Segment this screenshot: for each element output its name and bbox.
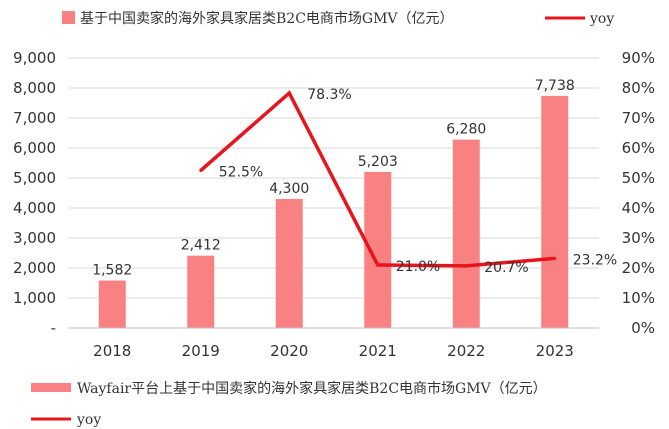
y-left-tick-label: 7,000: [13, 109, 56, 127]
legend-top-bar-label: 基于中国卖家的海外家具家居类B2C电商市场GMV（亿元）: [80, 10, 454, 27]
y-right-tick-label: 20%: [622, 259, 655, 277]
y-right-tick-label: 30%: [622, 229, 655, 247]
bar-2019: [187, 255, 215, 328]
y-right-tick-label: 90%: [622, 49, 655, 67]
yoy-value-label: 78.3%: [307, 87, 351, 103]
y-right-tick-label: 40%: [622, 199, 655, 217]
yoy-line: [199, 90, 557, 268]
yoy-value-label: 23.2%: [573, 252, 617, 268]
y-left-tick-label: 3,000: [13, 229, 56, 247]
yoy-point: [199, 169, 203, 172]
bar-value-label: 5,203: [358, 154, 398, 170]
bar-2022: [452, 139, 480, 328]
x-tick-label: 2019: [182, 342, 220, 360]
y-left-tick-label: 6,000: [13, 139, 56, 157]
x-tick-label: 2020: [270, 342, 308, 360]
yoy-value-label: 20.7%: [484, 260, 528, 276]
tick-labels: - 1,000 2,000 3,000 4,000 5,000 6,000 7,000 8,00…: [13, 49, 655, 360]
bar-value-label: 6,280: [446, 122, 486, 138]
y-right-tick-label: 80%: [622, 79, 655, 97]
bar-value-label: 2,412: [181, 238, 221, 254]
y-right-tick-label: 70%: [622, 109, 655, 127]
y-left-tick-label: 5,000: [13, 169, 56, 187]
legend-top-bar-swatch: [62, 11, 75, 24]
y-left-tick-label: 8,000: [13, 79, 56, 97]
bar-value-label: 4,300: [269, 181, 309, 197]
bar-2020: [275, 199, 303, 328]
legend-top-line-label: yoy: [589, 11, 614, 27]
yoy-value-label: 21.0%: [396, 259, 440, 275]
legend-bottom: Wayfair平台上基于中国卖家的海外家具家居类B2C电商市场GMV（亿元） y…: [31, 380, 547, 428]
y-right-tick-label: 10%: [622, 289, 655, 307]
bar-value-label: 7,738: [535, 78, 575, 94]
yoy-point: [287, 91, 291, 95]
yoy-point: [553, 256, 557, 260]
y-right-tick-label: 50%: [622, 169, 655, 187]
legend-top: 基于中国卖家的海外家具家居类B2C电商市场GMV（亿元） yoy: [62, 10, 614, 27]
x-tick-label: 2018: [93, 342, 131, 360]
data-labels: 1,582 2,412 4,300 5,203 6,280 7,738 52.5% 78.3%…: [92, 78, 617, 279]
yoy-value-label: 52.5%: [219, 165, 263, 181]
x-tick-label: 2021: [359, 342, 397, 360]
y-left-tick-label: 4,000: [13, 199, 56, 217]
legend-bottom-bar-swatch: [31, 383, 71, 392]
bars: [98, 95, 569, 328]
y-left-tick-label: 2,000: [13, 259, 56, 277]
legend-bottom-line-label: yoy: [76, 412, 101, 428]
legend-bottom-bar-label: Wayfair平台上基于中国卖家的海外家具家居类B2C电商市场GMV（亿元）: [77, 380, 547, 397]
bar-2018: [98, 280, 126, 328]
yoy-point: [464, 264, 468, 268]
y-right-tick-label: 0%: [631, 319, 655, 337]
y-left-tick-label: 1,000: [13, 289, 56, 307]
y-left-tick-label: 9,000: [13, 49, 56, 67]
yoy-point: [376, 263, 380, 267]
y-right-tick-label: 60%: [622, 139, 655, 157]
x-tick-label: 2023: [536, 342, 574, 360]
y-left-tick-label: -: [51, 319, 56, 337]
bar-2023: [541, 95, 569, 328]
bar-value-label: 1,582: [92, 263, 132, 279]
x-tick-label: 2022: [447, 342, 485, 360]
